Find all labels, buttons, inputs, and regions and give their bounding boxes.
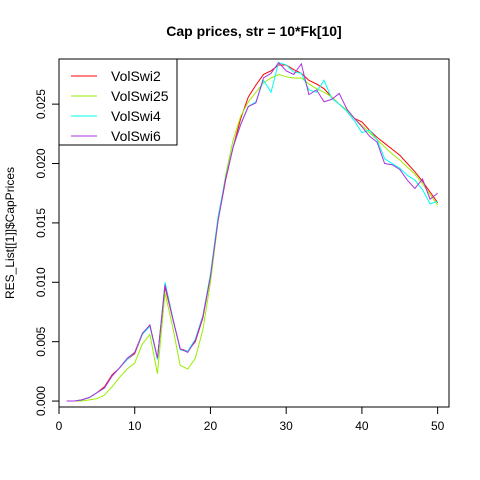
y-tick-label: 0.020 xyxy=(34,148,48,178)
legend-entry: VolSwi4 xyxy=(111,108,161,124)
legend: VolSwi2 VolSwi25 VolSwi4 VolSwi6 xyxy=(58,58,178,146)
x-tick-label: 40 xyxy=(355,419,369,433)
y-tick-label: 0.025 xyxy=(34,89,48,119)
y-tick-label: 0.010 xyxy=(34,267,48,297)
y-tick-label: 0.000 xyxy=(34,386,48,416)
x-tick-label: 10 xyxy=(128,419,142,433)
x-tick-label: 30 xyxy=(280,419,294,433)
series-line-volswi4 xyxy=(66,61,438,402)
x-axis: 0 10 20 30 40 50 xyxy=(56,406,445,433)
series-line-volswi6 xyxy=(66,61,438,402)
legend-box xyxy=(58,58,178,146)
y-tick-label: 0.005 xyxy=(34,326,48,356)
x-tick-label: 0 xyxy=(56,419,63,433)
chart-title: Cap prices, str = 10*Fk[10] xyxy=(166,23,341,39)
legend-entry: VolSwi25 xyxy=(111,88,169,104)
legend-entry: VolSwi6 xyxy=(111,128,161,144)
x-tick-label: 20 xyxy=(204,419,218,433)
series-lines xyxy=(66,61,439,402)
y-tick-label: 0.015 xyxy=(34,208,48,238)
x-tick-label: 50 xyxy=(431,419,445,433)
legend-entry: VolSwi2 xyxy=(111,68,161,84)
y-axis-label: RES_List[[1]]$CapPrices xyxy=(3,167,17,299)
y-axis: 0.000 0.005 0.010 0.015 0.020 0.025 xyxy=(34,89,60,416)
